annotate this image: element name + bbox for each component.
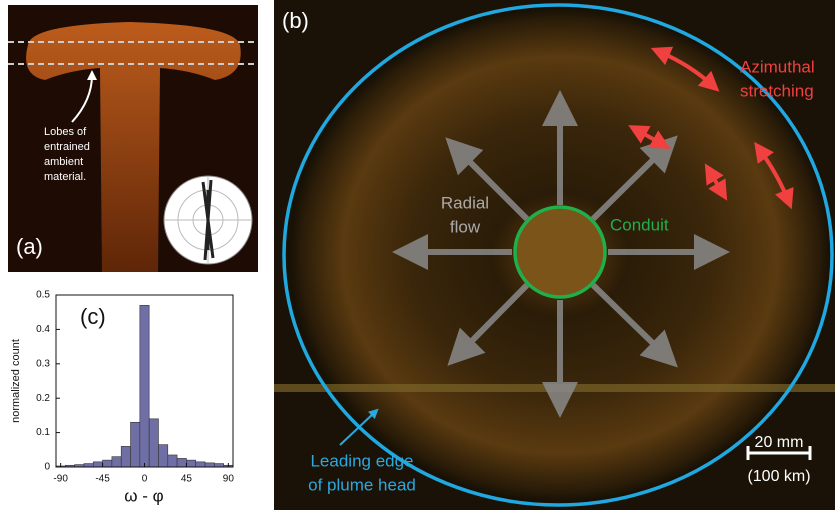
bar xyxy=(131,422,140,467)
x-tick-label: -45 xyxy=(95,474,110,485)
y-tick-label: 0.4 xyxy=(36,324,50,335)
label-line: Azimuthal xyxy=(740,57,815,76)
label-line: Radial xyxy=(441,193,489,212)
y-tick-label: 0.5 xyxy=(36,290,50,301)
bar xyxy=(140,305,149,467)
bar xyxy=(112,457,121,467)
y-tick-label: 0 xyxy=(44,462,50,473)
annotation-line: ambient xyxy=(44,156,83,168)
scale-note: (100 km) xyxy=(747,468,810,485)
label-line: flow xyxy=(450,217,481,236)
bar xyxy=(84,464,93,467)
y-tick-label: 0.1 xyxy=(36,427,50,438)
x-tick-label: -90 xyxy=(53,474,68,485)
label-line: Leading edge xyxy=(310,451,413,470)
bar xyxy=(121,446,130,467)
rod xyxy=(274,384,835,392)
panel-label: (c) xyxy=(80,304,106,329)
x-tick-label: 45 xyxy=(181,474,193,485)
bar xyxy=(196,462,205,467)
bar xyxy=(214,464,223,467)
scale-label: 20 mm xyxy=(755,434,804,451)
bar xyxy=(93,462,102,467)
panel-b: Azimuthal stretching Radial flow Conduit… xyxy=(274,0,835,510)
annotation-line: Lobes of xyxy=(44,126,87,138)
y-tick-label: 0.3 xyxy=(36,358,50,369)
label-line: of plume head xyxy=(308,475,416,494)
y-axis-label: normalized count xyxy=(10,339,22,423)
panel-label: (b) xyxy=(282,8,309,33)
bar xyxy=(177,458,186,467)
bar xyxy=(149,419,158,467)
y-tick-label: 0.2 xyxy=(36,393,50,404)
conduit-label: Conduit xyxy=(610,215,669,234)
x-tick-label: 90 xyxy=(223,474,235,485)
panel-label: (a) xyxy=(16,234,43,259)
annotation-line: material. xyxy=(44,171,86,183)
bar xyxy=(158,445,167,467)
x-tick-label: 0 xyxy=(142,474,148,485)
label-line: stretching xyxy=(740,81,814,100)
annotation-line: entrained xyxy=(44,141,90,153)
panel-a: Lobes of entrained ambient material. (a) xyxy=(8,5,258,272)
panel-c: (c) ω - φ normalized count 0 0.1 0.2 0.3 0.4… xyxy=(10,290,234,506)
bar xyxy=(168,455,177,467)
bar xyxy=(186,460,195,467)
x-axis-label: ω - φ xyxy=(124,486,163,505)
bar xyxy=(103,460,112,467)
figure: Lobes of entrained ambient material. (a) xyxy=(0,0,835,510)
bar xyxy=(205,463,214,467)
